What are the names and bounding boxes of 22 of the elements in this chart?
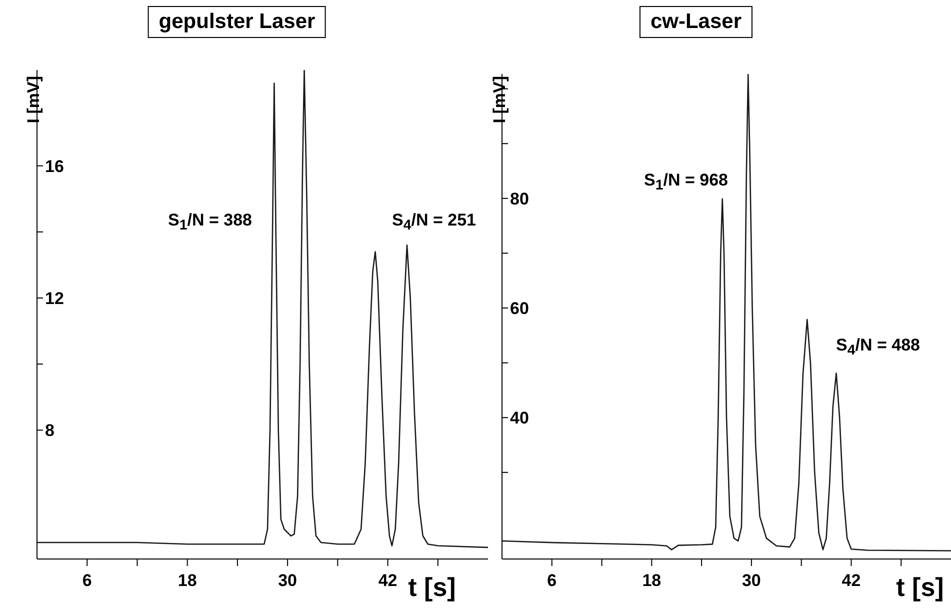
y-tick-label: 80 — [510, 189, 529, 208]
y-tick-label: 40 — [510, 408, 529, 428]
x-tick-label: 18 — [178, 571, 197, 590]
y-tick-label: 60 — [510, 299, 529, 318]
y-tick-label: 8 — [45, 421, 54, 440]
x-tick-label: 42 — [842, 571, 861, 590]
x-tick-label: 42 — [378, 571, 398, 590]
x-tick-label: 30 — [278, 571, 298, 590]
x-axis-title: t [s] — [896, 572, 944, 603]
annotation: S$_{1}$/N = 388 — [168, 210, 252, 234]
x-tick-label: 6 — [82, 571, 92, 590]
chart-title: cw-Laser — [639, 6, 753, 38]
annotation: S$_{4}$/N = 488 — [836, 335, 920, 359]
x-axis-title: t [s] — [408, 572, 456, 603]
annotation: S$_{4}$/N = 251 — [392, 210, 476, 234]
chart-title: gepulster Laser — [148, 6, 326, 38]
annotation: S$_{1}$/N = 968 — [644, 170, 728, 194]
x-tick-label: 18 — [642, 571, 662, 590]
x-tick-label: 6 — [547, 571, 557, 590]
y-tick-label: 12 — [45, 289, 64, 308]
x-tick-label: 30 — [742, 571, 761, 590]
y-tick-label: 16 — [45, 156, 64, 176]
